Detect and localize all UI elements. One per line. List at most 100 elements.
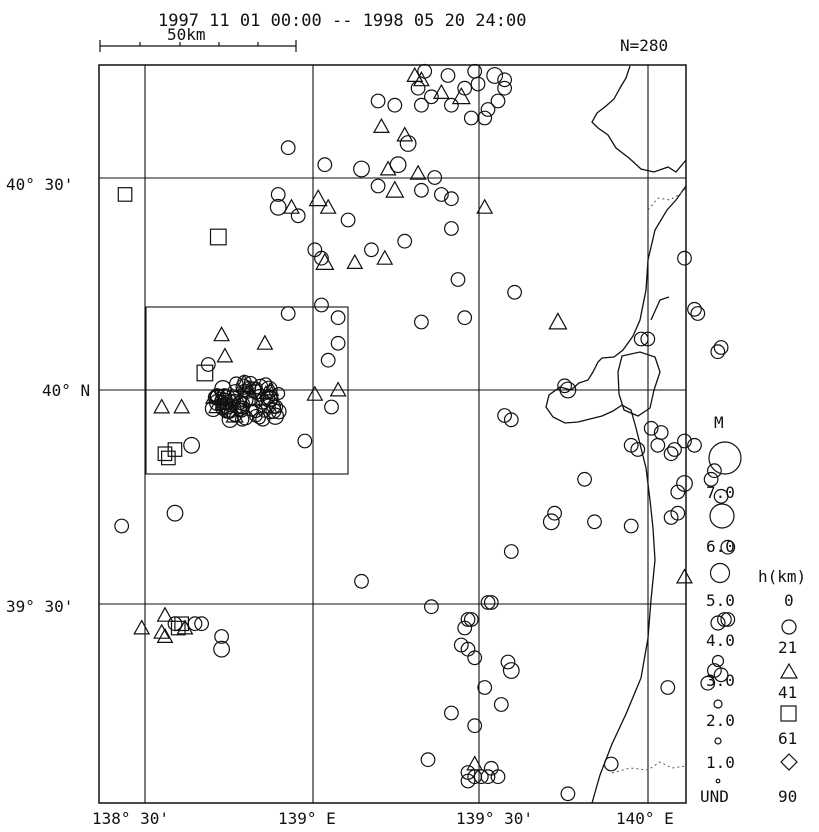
epicenter-circle bbox=[663, 446, 679, 462]
epicenter-triangle bbox=[256, 334, 274, 350]
depth-legend-title: h(km) bbox=[758, 567, 806, 586]
epicenter-circle bbox=[653, 425, 669, 440]
depth-label: 0 bbox=[784, 591, 794, 610]
epicenter-circle bbox=[467, 718, 483, 734]
epicenter-triangle bbox=[412, 71, 430, 87]
epicenter-circle bbox=[317, 157, 333, 173]
epicenter-triangle bbox=[451, 86, 471, 105]
depth-square-symbol bbox=[780, 705, 797, 722]
epicenter-triangle bbox=[153, 398, 171, 414]
epicenter-circle bbox=[687, 437, 702, 453]
epicenter-circle bbox=[314, 297, 329, 313]
epicenter-triangle bbox=[315, 252, 335, 270]
magnitude-symbol bbox=[709, 503, 735, 529]
epicenter-triangle bbox=[153, 623, 171, 639]
epicenter-triangle bbox=[548, 312, 568, 330]
epicenter-circle bbox=[690, 306, 706, 321]
epicenter-circle bbox=[353, 160, 370, 178]
epicenter-circle bbox=[687, 301, 702, 317]
epicenter-triangle bbox=[262, 382, 278, 396]
epicenter-circle bbox=[670, 484, 686, 500]
epicenter-triangle bbox=[329, 381, 347, 397]
epicenter-circle bbox=[370, 93, 386, 109]
epicenter-triangle bbox=[258, 384, 274, 399]
hachirogata-lagoon bbox=[617, 351, 661, 417]
epicenter-circle bbox=[467, 650, 483, 666]
epicenter-circle bbox=[713, 340, 729, 355]
magnitude-label: 6.0 bbox=[706, 537, 735, 556]
epicenter-circle bbox=[503, 544, 519, 559]
magnitude-label: 5.0 bbox=[706, 591, 735, 610]
epicenter-triangle bbox=[156, 606, 174, 622]
epicenter-circle bbox=[364, 242, 379, 258]
epicenter-triangle bbox=[216, 347, 234, 363]
lat-labels: 40° 30' 40° N 39° 30' bbox=[6, 175, 90, 616]
epicenter-triangle bbox=[306, 385, 324, 401]
epicenter-circle bbox=[557, 378, 572, 394]
epicenter-circle bbox=[603, 756, 619, 772]
epicenter-circle bbox=[410, 80, 426, 96]
epicenter-circle bbox=[307, 242, 323, 258]
epicenter-circle bbox=[660, 680, 676, 695]
epicenter-circle bbox=[477, 680, 493, 695]
epicenter-circle bbox=[503, 412, 519, 428]
epicenter-circle bbox=[483, 595, 499, 610]
magnitude-symbol bbox=[715, 778, 721, 784]
epicenter-circle bbox=[477, 110, 493, 126]
epicenter-circle bbox=[547, 505, 562, 521]
depth-label: 90 bbox=[778, 787, 797, 806]
epicenter-circle bbox=[183, 436, 201, 454]
epicenter-circle bbox=[720, 539, 736, 555]
epicenter-circle bbox=[320, 352, 336, 368]
epicenter-circle bbox=[493, 697, 509, 712]
depth-label: 41 bbox=[778, 683, 797, 702]
epicenter-circle bbox=[470, 76, 486, 92]
epicenter-circle bbox=[460, 773, 476, 789]
epicenter-circle bbox=[497, 72, 513, 88]
epicenter-circle bbox=[560, 786, 576, 802]
epicenter-circle bbox=[587, 514, 602, 530]
epicenter-circle bbox=[542, 513, 560, 531]
epicenter-circle bbox=[457, 310, 473, 326]
epicenter-circle bbox=[204, 400, 222, 418]
epicenter-circle bbox=[677, 250, 692, 266]
epicenter-circle bbox=[677, 433, 692, 449]
epicenter-circle bbox=[330, 310, 346, 326]
lon-labels: 138° 30' 139° E 139° 30' 140° E bbox=[92, 809, 674, 828]
epicenter-circle bbox=[440, 68, 456, 83]
lat-label: 40° N bbox=[42, 381, 90, 400]
epicenter-circle bbox=[260, 389, 278, 408]
epicenter-circle bbox=[490, 769, 506, 785]
epicenter-circle bbox=[227, 393, 242, 408]
epicenter-triangle bbox=[346, 253, 364, 269]
epicenter-circle bbox=[463, 110, 479, 126]
epicenter-circle bbox=[490, 93, 506, 109]
epicenter-triangle bbox=[213, 326, 231, 342]
epicenter-triangle bbox=[466, 755, 484, 771]
epicenter-circle bbox=[237, 409, 254, 426]
magnitude-symbol bbox=[713, 699, 723, 709]
epicenter-circle bbox=[444, 221, 459, 236]
magnitude-label: 1.0 bbox=[706, 753, 735, 772]
magnitude-symbol bbox=[710, 615, 726, 631]
lon-label: 140° E bbox=[616, 809, 674, 828]
epicenter-square bbox=[117, 187, 133, 202]
epicenter-triangle bbox=[376, 249, 394, 265]
magnitude-label: 3.0 bbox=[706, 671, 735, 690]
epicenter-circle bbox=[444, 191, 459, 207]
epicenter-circle bbox=[272, 387, 286, 401]
magnitude-legend: M 7.0 6.0 5.0 4.0 3.0 2.0 1.0 UND bbox=[700, 413, 742, 806]
scale-bar bbox=[99, 40, 297, 52]
epicenter-circle bbox=[633, 331, 649, 347]
epicenter-circle bbox=[502, 662, 520, 679]
epicenter-circle bbox=[577, 471, 592, 487]
magnitude-label: UND bbox=[700, 787, 729, 806]
magnitude-label: 2.0 bbox=[706, 711, 735, 730]
lon-label: 139° E bbox=[278, 809, 336, 828]
epicenter-circle bbox=[314, 250, 329, 266]
epicenter-circle bbox=[290, 208, 306, 224]
depth-diamond-symbol bbox=[780, 753, 798, 771]
epicenter-circle bbox=[166, 504, 184, 522]
epicenter-triangle bbox=[372, 117, 390, 133]
epicenter-circle bbox=[255, 411, 271, 427]
